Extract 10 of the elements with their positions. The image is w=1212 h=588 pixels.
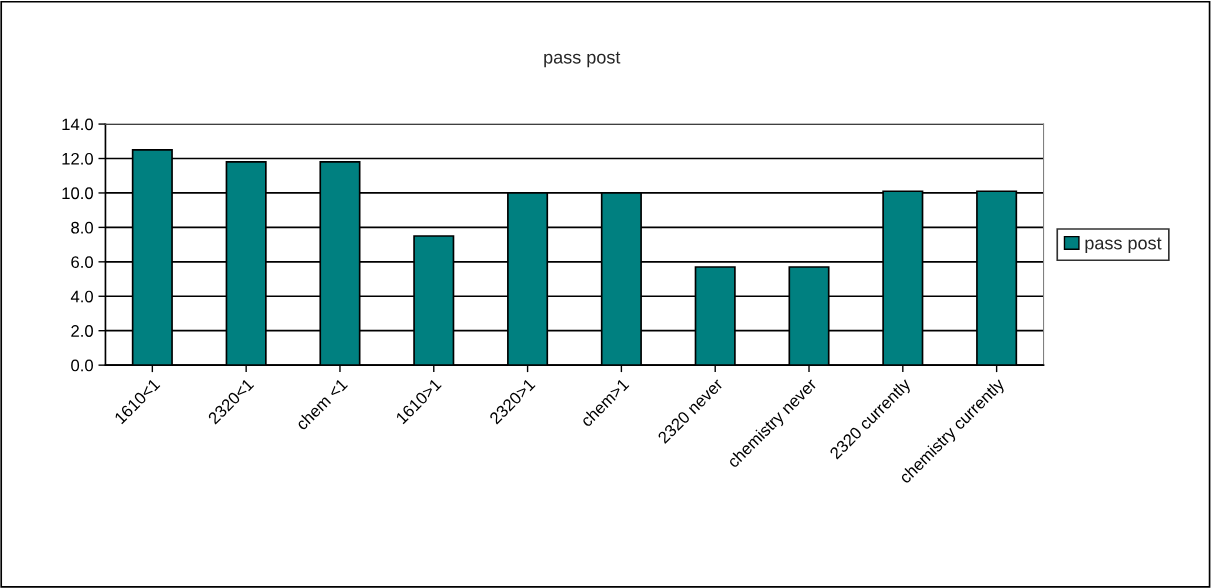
chart-title: pass post [544, 51, 621, 68]
y-tick-label: 6.0 [71, 256, 93, 269]
y-tick-label: 12.0 [62, 152, 93, 165]
y-tick-label: 10.0 [62, 187, 93, 200]
y-tick-label: 0.0 [71, 359, 93, 372]
y-tick-label: 8.0 [71, 221, 93, 234]
y-tick-label: 4.0 [70, 290, 93, 303]
legend-label: pass post [1085, 237, 1162, 254]
y-tick-label: 2.0 [71, 325, 93, 337]
y-tick-label: 14.0 [62, 118, 93, 131]
